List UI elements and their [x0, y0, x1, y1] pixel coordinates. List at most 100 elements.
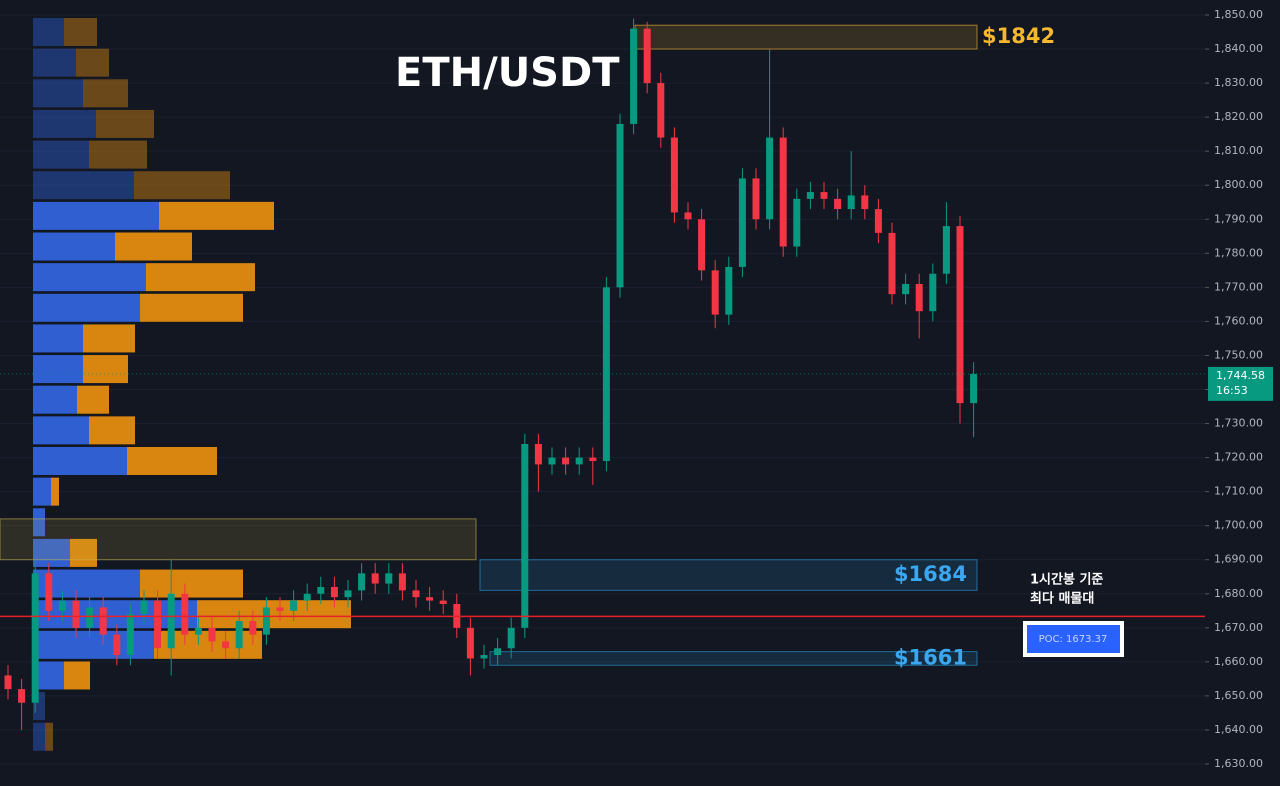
profile-sell [51, 477, 59, 506]
candle-body [385, 573, 393, 584]
y-tick-label: 1,720.00 [1214, 451, 1263, 464]
y-tick-label: 1,690.00 [1214, 553, 1263, 566]
candle-body [575, 457, 583, 465]
profile-buy [33, 630, 154, 659]
candle-body [262, 607, 270, 635]
candle-body [181, 593, 189, 635]
profile-sell [96, 109, 154, 138]
candle-body [154, 600, 162, 649]
y-tick-label: 1,800.00 [1214, 178, 1263, 191]
candle-body [902, 283, 910, 295]
zone [0, 518, 477, 561]
poc-label: POC: 1673.37 [1039, 634, 1108, 645]
candle-body [439, 600, 447, 604]
countdown: 16:53 [1216, 384, 1248, 397]
profile-buy [33, 263, 146, 292]
candle-body [548, 457, 556, 465]
profile-buy [33, 293, 140, 322]
candle-body [861, 195, 869, 210]
candle-body [126, 614, 134, 656]
poc-box [1027, 625, 1120, 653]
profile-buy [33, 446, 127, 475]
annotation: 최다 매물대 [1030, 591, 1094, 607]
candle-body [480, 655, 488, 659]
profile-sell [134, 171, 230, 200]
candle-body [711, 270, 719, 315]
candle-body [58, 600, 66, 611]
last-price-label: 1,744.58 [1216, 369, 1265, 382]
y-tick-label: 1,820.00 [1214, 110, 1263, 123]
profile-sell [77, 385, 109, 414]
y-tick-label: 1,670.00 [1214, 621, 1263, 634]
profile-buy [33, 140, 89, 169]
y-tick-label: 1,760.00 [1214, 314, 1263, 327]
candle-body [521, 443, 529, 628]
profile-sell [115, 232, 192, 261]
profile-buy [33, 477, 51, 506]
candle-body [779, 137, 787, 247]
candle-body [956, 226, 964, 404]
y-tick-label: 1,810.00 [1214, 144, 1263, 157]
candle-body [398, 573, 406, 591]
profile-buy [33, 79, 83, 108]
candle-body [99, 607, 107, 635]
profile-sell [83, 324, 135, 353]
profile-sell [89, 416, 135, 445]
candle-body [847, 195, 855, 210]
annotation: 1시간봉 기준 [1030, 572, 1103, 588]
candle-body [371, 573, 379, 584]
zone-label: $1684 [894, 562, 967, 586]
zone-label: $1661 [894, 645, 967, 669]
profile-sell [70, 538, 97, 567]
candle-body [929, 273, 937, 312]
candle-body [167, 593, 175, 649]
candle-body [140, 600, 148, 615]
profile-buy [33, 416, 89, 445]
profile-buy [33, 48, 76, 77]
profile-buy [33, 538, 70, 567]
y-tick-label: 1,650.00 [1214, 689, 1263, 702]
profile-sell [76, 48, 109, 77]
profile-buy [33, 355, 83, 384]
candle-body [616, 123, 624, 288]
profile-buy [33, 508, 45, 537]
y-tick-label: 1,840.00 [1214, 42, 1263, 55]
profile-sell [127, 446, 217, 475]
zone [479, 559, 978, 591]
zone [634, 24, 978, 50]
candle-body [358, 573, 366, 591]
candle-body [412, 590, 420, 598]
profile-sell [45, 722, 53, 751]
candle-body [766, 137, 774, 220]
candle-body [317, 586, 325, 594]
profile-buy [33, 324, 83, 353]
candle-body [194, 627, 202, 635]
candle-body [276, 607, 284, 611]
candle-body [494, 648, 502, 656]
y-tick-label: 1,850.00 [1214, 8, 1263, 21]
candle-body [589, 457, 597, 461]
candle-body [426, 597, 434, 601]
candle-body [31, 573, 39, 703]
candle-body [290, 600, 298, 611]
profile-sell [64, 18, 97, 47]
y-tick-label: 1,700.00 [1214, 519, 1263, 532]
candle-body [86, 607, 94, 628]
candle-body [806, 192, 814, 199]
profile-sell [140, 293, 243, 322]
candle-body [507, 627, 515, 649]
profile-sell [83, 355, 128, 384]
candle-body [45, 573, 53, 611]
candle-body [834, 198, 842, 210]
profile-buy [33, 109, 96, 138]
y-tick-label: 1,630.00 [1214, 757, 1263, 770]
candle-body [72, 600, 80, 628]
candle-body [534, 443, 542, 465]
candle-body [820, 192, 828, 199]
candle-body [235, 621, 243, 649]
y-tick-label: 1,680.00 [1214, 587, 1263, 600]
profile-sell [89, 140, 147, 169]
profile-sell [83, 79, 128, 108]
candle-body [738, 178, 746, 267]
